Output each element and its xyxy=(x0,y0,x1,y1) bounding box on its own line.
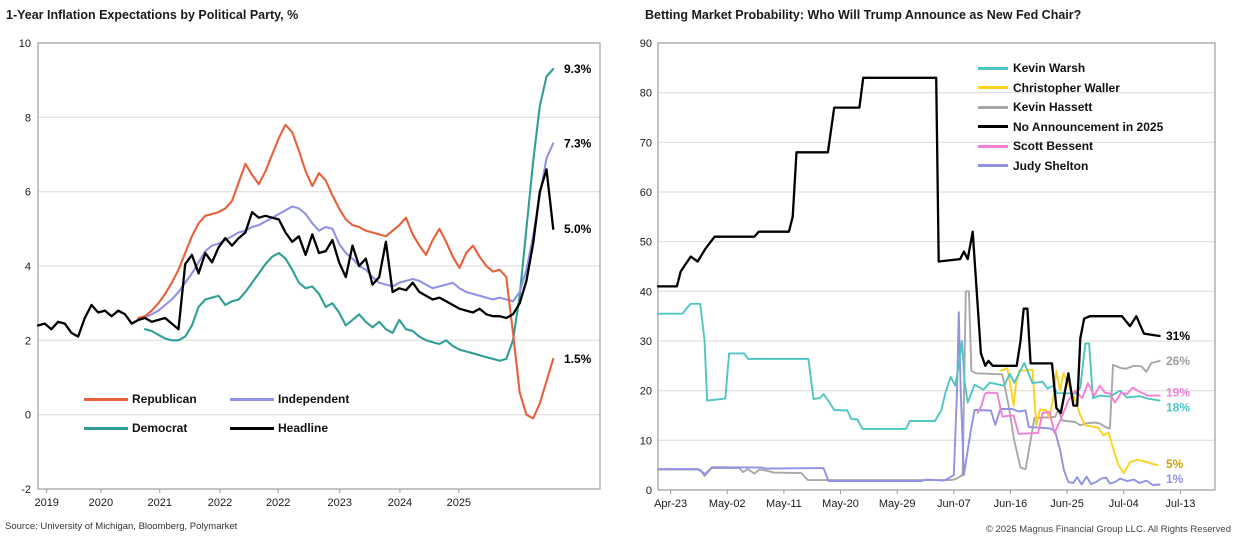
legend-label: Independent xyxy=(278,392,350,406)
y-axis-label: -2 xyxy=(21,484,31,496)
x-axis-label: Jul-04 xyxy=(1109,498,1139,510)
legend-key-line xyxy=(230,426,274,430)
legend-key-line xyxy=(84,426,128,430)
y-axis-label: 20 xyxy=(640,386,652,398)
legend-key-line xyxy=(978,86,1008,89)
end-label-1-: 1% xyxy=(1166,472,1184,486)
legend-key-line xyxy=(978,164,1008,167)
legend-key-line xyxy=(978,66,1008,70)
series-line-democrat xyxy=(143,67,555,362)
y-axis-label: 50 xyxy=(640,237,652,249)
series-line-judy-shelton xyxy=(657,311,1161,486)
end-label-5-: 5% xyxy=(1166,457,1184,471)
legend-label: Scott Bessent xyxy=(1013,139,1094,153)
y-axis-label: 8 xyxy=(25,112,31,124)
y-axis-label: 90 xyxy=(640,38,652,50)
y-axis-label: 0 xyxy=(646,485,652,497)
right-chart-legend: Kevin Warsh Christopher Waller Kevin Hasse… xyxy=(978,61,1163,173)
legend-key-line xyxy=(230,397,274,401)
x-axis-label: May-29 xyxy=(879,498,916,510)
right-chart-title: Betting Market Probability: Who Will Tru… xyxy=(645,8,1082,22)
series-line-no-announcement-in-2025 xyxy=(656,76,1161,415)
end-label-5-0-: 5.0% xyxy=(564,222,592,236)
y-axis-label: 0 xyxy=(25,410,31,422)
legend-label: Headline xyxy=(278,421,329,435)
legend-item-christopher-waller: Christopher Waller xyxy=(978,81,1163,95)
y-axis-label: 10 xyxy=(19,38,31,50)
legend-item-kevin-warsh: Kevin Warsh xyxy=(978,61,1163,75)
end-label-1-5-: 1.5% xyxy=(564,352,592,366)
legend-item-independent: Independent xyxy=(230,392,400,406)
legend-label: Christopher Waller xyxy=(1013,80,1120,95)
copyright-note: © 2025 Magnus Financial Group LLC. All R… xyxy=(985,524,1231,535)
legend-label: Republican xyxy=(132,392,197,406)
end-label-9-3-: 9.3% xyxy=(564,62,592,76)
plot-border xyxy=(657,42,1216,491)
legend-item-no-announcement-in-2025: No Announcement in 2025 xyxy=(978,120,1163,134)
series-line-kevin-warsh xyxy=(657,302,1161,430)
x-axis-label: 2020 xyxy=(89,497,113,509)
legend-item-headline: Headline xyxy=(230,421,400,435)
y-axis-label: 70 xyxy=(640,137,652,149)
legend-key-line xyxy=(84,397,128,401)
x-axis-label: 2021 xyxy=(148,497,172,509)
source-note: Source: University of Michigan, Bloomber… xyxy=(5,521,238,532)
left-chart-title: 1-Year Inflation Expectations by Politic… xyxy=(6,8,299,22)
y-axis-label: 40 xyxy=(640,286,652,298)
x-axis-label: 2025 xyxy=(447,497,471,509)
legend-key-line xyxy=(978,144,1008,148)
x-axis-label: 2024 xyxy=(388,497,412,509)
x-axis-label: Jun-07 xyxy=(937,498,971,510)
series-line-kevin-hassett xyxy=(657,290,1161,482)
y-axis-label: 10 xyxy=(640,435,652,447)
x-axis-label: 2022 xyxy=(266,497,290,509)
series-line-headline xyxy=(36,168,555,338)
y-axis-label: 30 xyxy=(640,336,652,348)
end-label-19-: 19% xyxy=(1166,386,1190,400)
x-axis-label: Jul-13 xyxy=(1165,498,1195,510)
x-axis-label: 2019 xyxy=(34,497,58,509)
legend-item-republican: Republican xyxy=(84,392,230,406)
legend-item-scott-bessent: Scott Bessent xyxy=(978,139,1163,153)
series-line-independent xyxy=(137,142,555,320)
end-label-31-: 31% xyxy=(1166,329,1190,343)
end-label-26-: 26% xyxy=(1166,354,1190,368)
legend-key-line xyxy=(978,105,1008,109)
legend-label: Democrat xyxy=(132,421,188,435)
legend-label: Kevin Warsh xyxy=(1013,61,1086,75)
x-axis-label: May-20 xyxy=(822,498,859,510)
y-axis-label: 60 xyxy=(640,187,652,199)
plot-border xyxy=(37,42,601,490)
legend-label: No Announcement in 2025 xyxy=(1013,119,1164,134)
x-axis-label: Apr-23 xyxy=(654,498,687,510)
x-axis-label: 2023 xyxy=(327,497,351,509)
legend-key-line xyxy=(978,125,1008,128)
legend-item-democrat: Democrat xyxy=(84,421,230,435)
legend-label: Judy Shelton xyxy=(1013,158,1089,173)
end-label-18-: 18% xyxy=(1166,401,1190,415)
legend-item-judy-shelton: Judy Shelton xyxy=(978,159,1163,173)
legend-item-kevin-hassett: Kevin Hassett xyxy=(978,100,1163,114)
y-axis-label: 4 xyxy=(25,261,31,273)
y-axis-label: 6 xyxy=(25,187,31,199)
legend-label: Kevin Hassett xyxy=(1013,100,1093,114)
x-axis-label: 2022 xyxy=(208,497,232,509)
x-axis-label: May-02 xyxy=(709,498,746,510)
x-axis-label: May-11 xyxy=(766,498,802,510)
series-line-republican xyxy=(137,123,555,420)
left-chart-legend: Republican Independent Democrat Headline xyxy=(84,392,400,435)
y-axis-label: 2 xyxy=(25,335,31,347)
y-axis-label: 80 xyxy=(640,88,652,100)
x-axis-label: Jun-25 xyxy=(1050,498,1084,510)
x-axis-label: Jun-16 xyxy=(994,498,1028,510)
end-label-7-3-: 7.3% xyxy=(564,136,592,150)
